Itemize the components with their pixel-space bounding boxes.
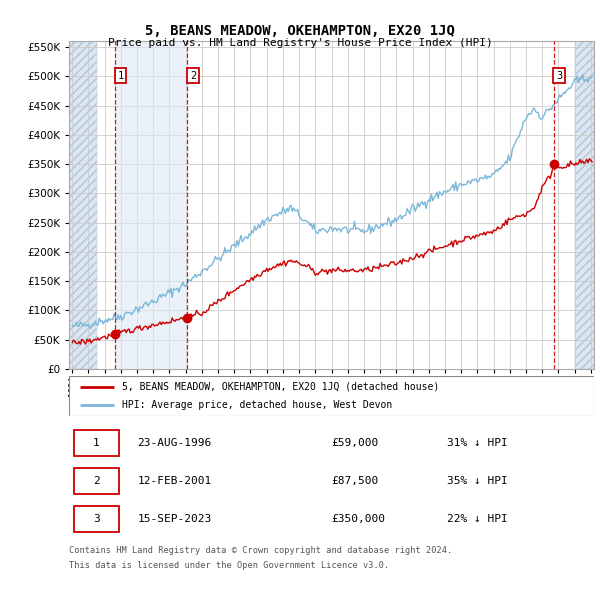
Text: 1: 1 [93, 438, 100, 448]
Text: 22% ↓ HPI: 22% ↓ HPI [447, 514, 508, 523]
Bar [575, 41, 594, 369]
Text: 12-FEB-2001: 12-FEB-2001 [137, 476, 212, 486]
Text: 23-AUG-1996: 23-AUG-1996 [137, 438, 212, 448]
Text: 15-SEP-2023: 15-SEP-2023 [137, 514, 212, 523]
Bar [74, 468, 119, 494]
Text: 5, BEANS MEADOW, OKEHAMPTON, EX20 1JQ: 5, BEANS MEADOW, OKEHAMPTON, EX20 1JQ [145, 24, 455, 38]
Text: HPI: Average price, detached house, West Devon: HPI: Average price, detached house, West… [121, 400, 392, 410]
Text: £87,500: £87,500 [331, 476, 379, 486]
Text: £59,000: £59,000 [331, 438, 379, 448]
Text: 2: 2 [93, 476, 100, 486]
Bar [74, 506, 119, 532]
Text: Contains HM Land Registry data © Crown copyright and database right 2024.: Contains HM Land Registry data © Crown c… [69, 546, 452, 555]
Bar [115, 41, 187, 369]
Text: Price paid vs. HM Land Registry's House Price Index (HPI): Price paid vs. HM Land Registry's House … [107, 38, 493, 48]
Bar [575, 41, 594, 369]
Text: 3: 3 [556, 71, 562, 81]
Text: 5, BEANS MEADOW, OKEHAMPTON, EX20 1JQ (detached house): 5, BEANS MEADOW, OKEHAMPTON, EX20 1JQ (d… [121, 382, 439, 392]
Text: 2: 2 [190, 71, 196, 81]
Text: This data is licensed under the Open Government Licence v3.0.: This data is licensed under the Open Gov… [69, 560, 389, 569]
Text: £350,000: £350,000 [331, 514, 386, 523]
Bar [69, 41, 97, 369]
Bar [69, 41, 97, 369]
Text: 31% ↓ HPI: 31% ↓ HPI [447, 438, 508, 448]
Text: 35% ↓ HPI: 35% ↓ HPI [447, 476, 508, 486]
Bar [74, 430, 119, 456]
Text: 3: 3 [93, 514, 100, 523]
Text: 1: 1 [118, 71, 124, 81]
